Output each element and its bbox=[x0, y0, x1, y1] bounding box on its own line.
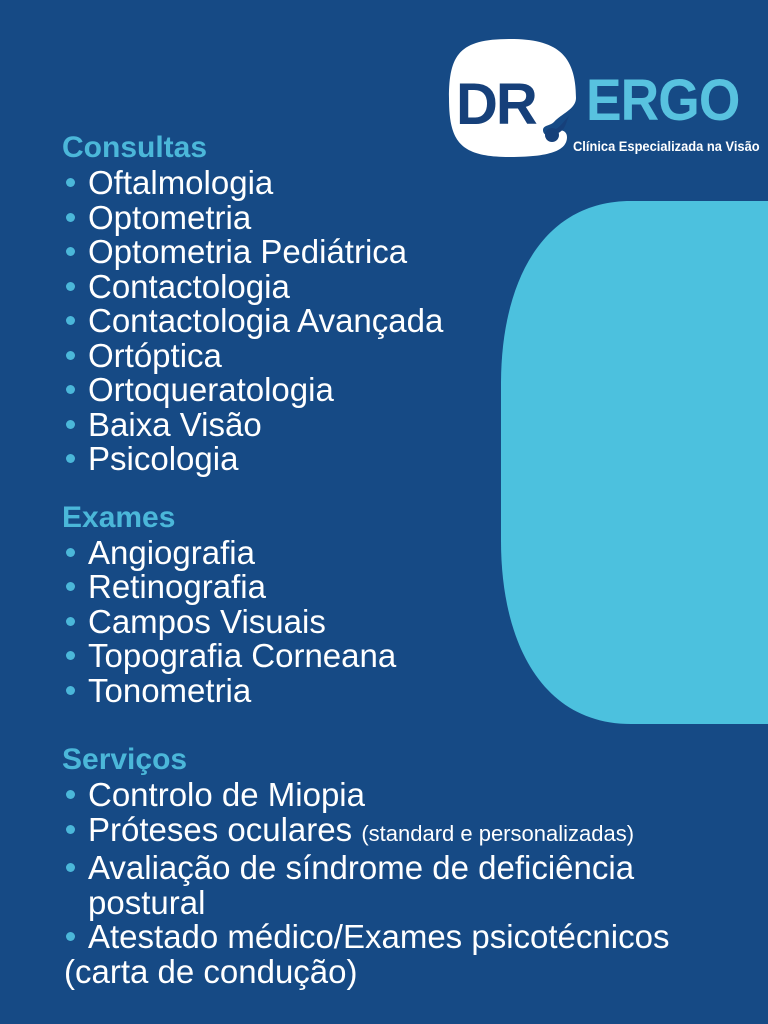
svg-text:DR: DR bbox=[456, 72, 537, 137]
